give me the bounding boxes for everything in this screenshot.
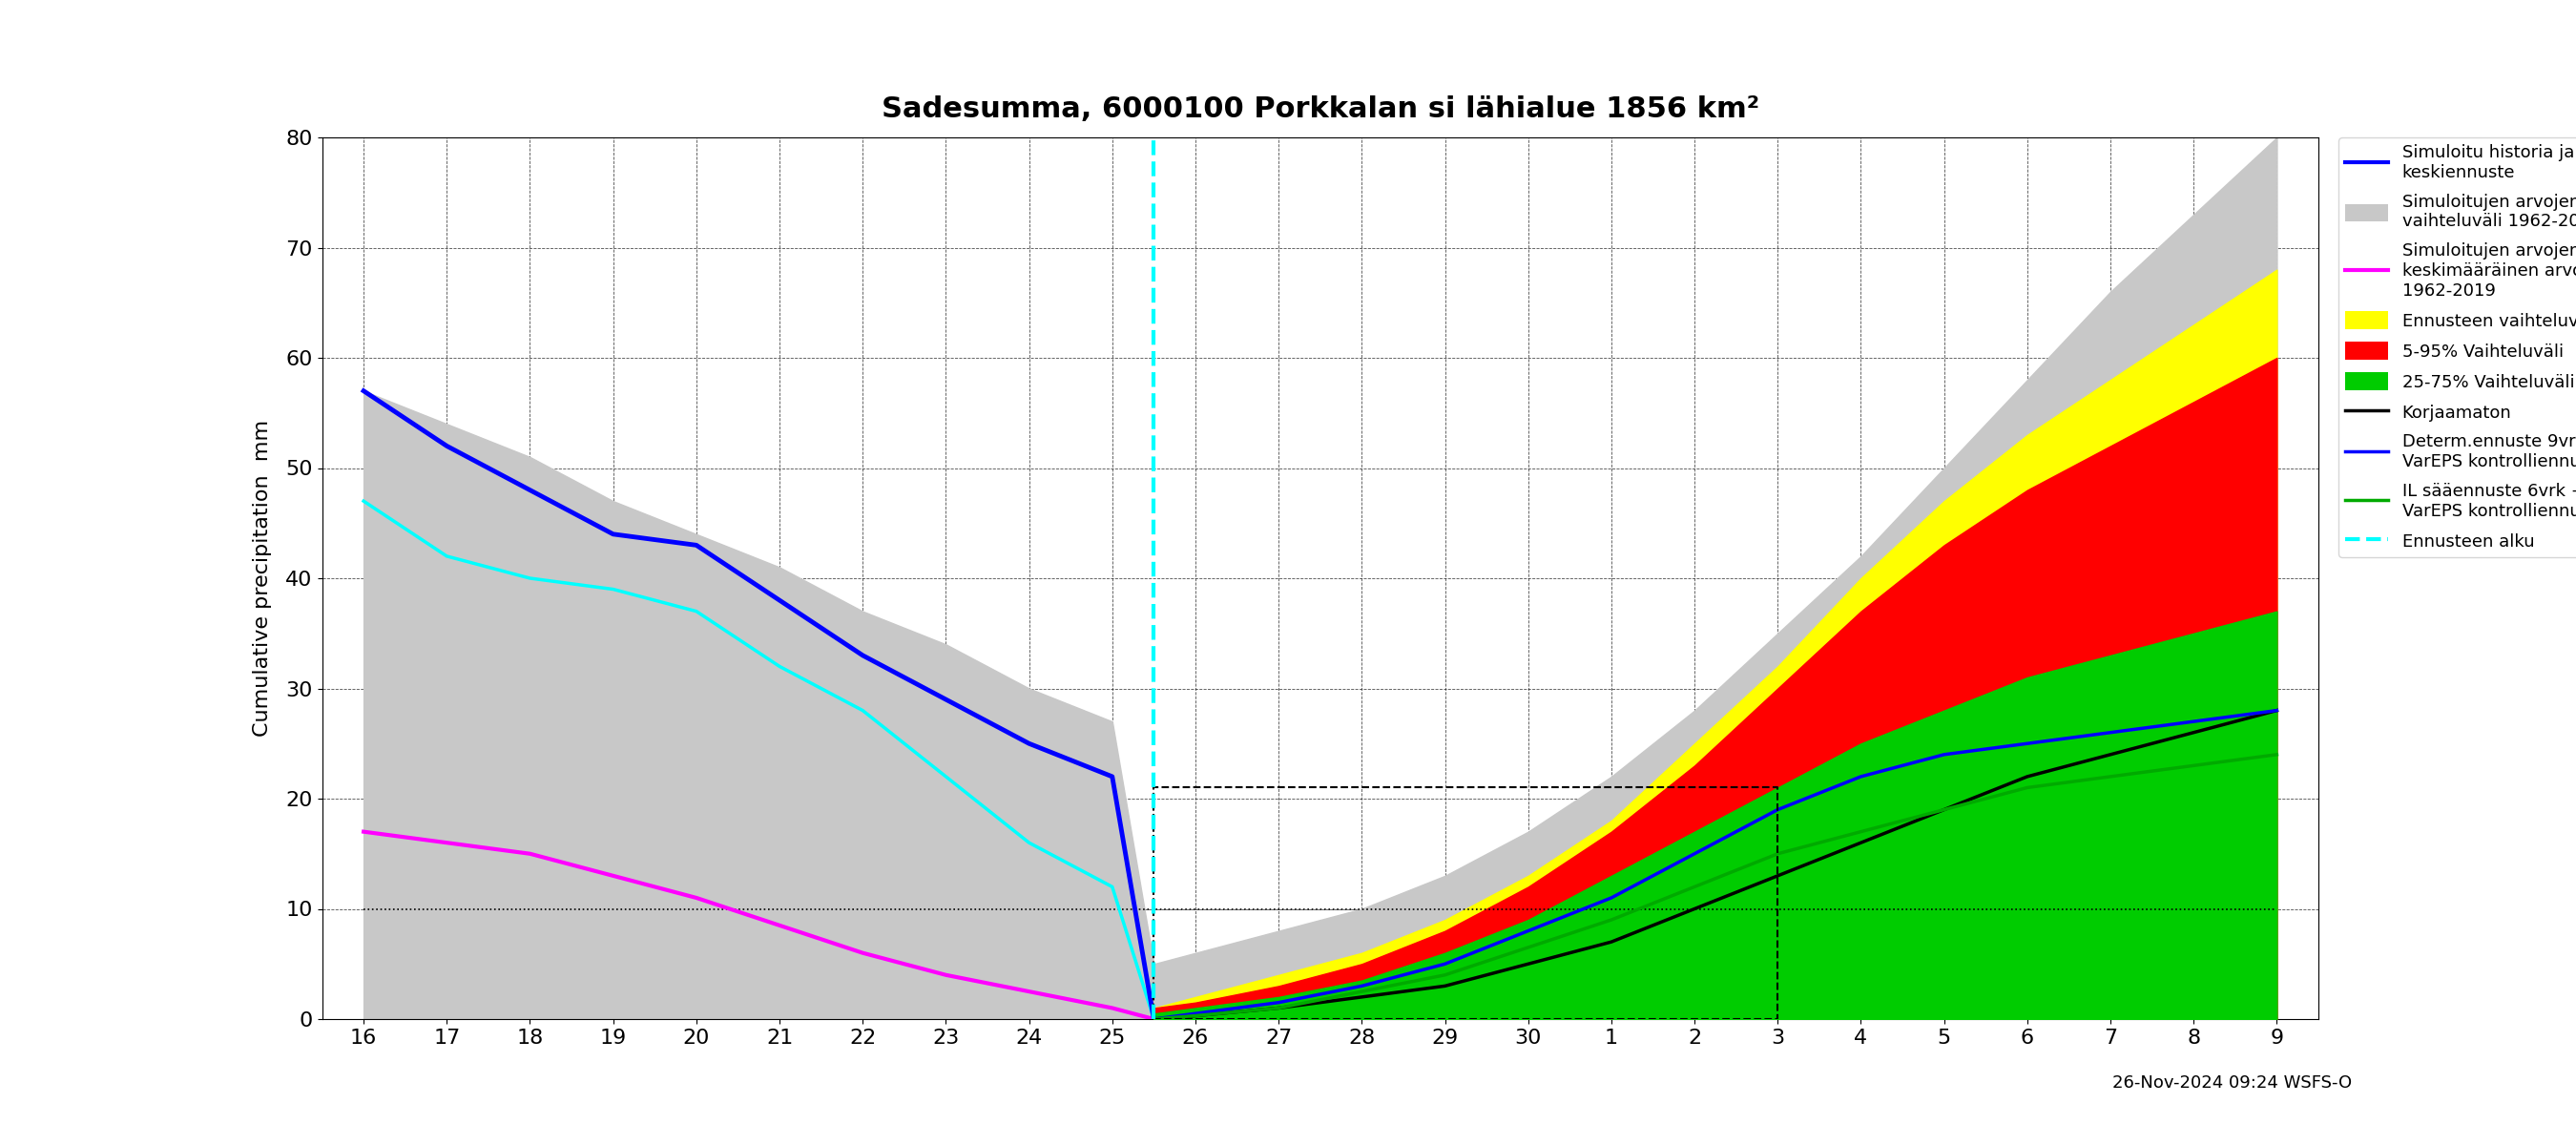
Text: 26-Nov-2024 09:24 WSFS-O: 26-Nov-2024 09:24 WSFS-O xyxy=(2112,1074,2352,1091)
Y-axis label: Cumulative precipitation  mm: Cumulative precipitation mm xyxy=(252,420,273,736)
Title: Sadesumma, 6000100 Porkkalan si lähialue 1856 km²: Sadesumma, 6000100 Porkkalan si lähialue… xyxy=(881,95,1759,124)
Legend: Simuloitu historia ja
keskiennuste, Simuloitujen arvojen
vaihteluväli 1962-2019,: Simuloitu historia ja keskiennuste, Simu… xyxy=(2339,137,2576,556)
